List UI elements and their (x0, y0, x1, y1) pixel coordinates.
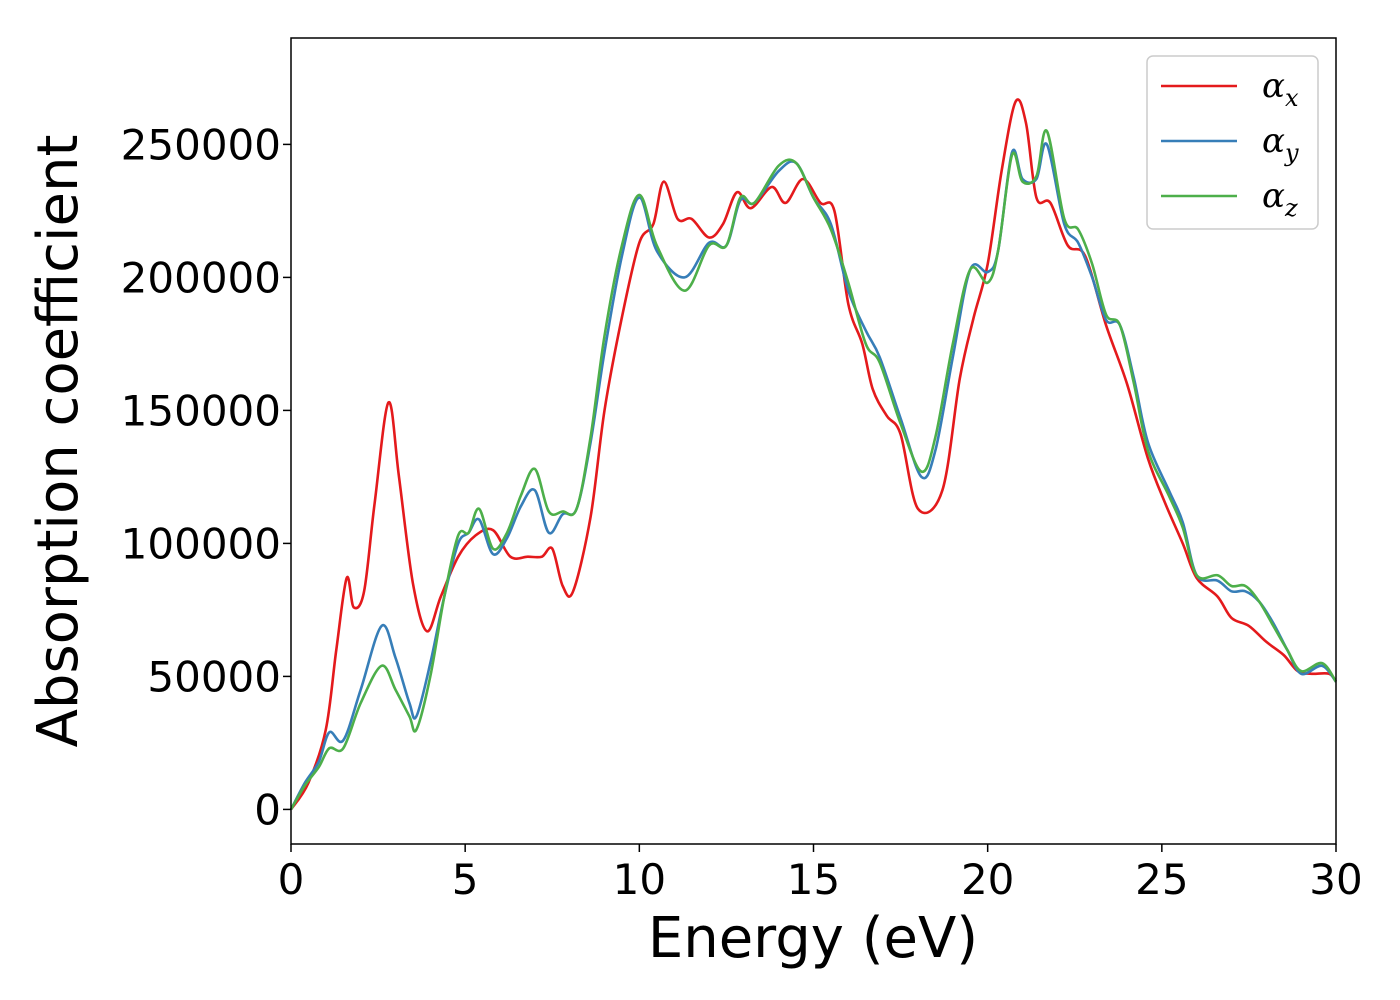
y-axis-label: Absorption coefficient (26, 135, 91, 748)
legend-box (1146, 55, 1319, 230)
series-line-x (289, 98, 1338, 811)
y-tick-label: 0 (254, 785, 281, 834)
y-tick-label: 100000 (121, 519, 281, 568)
x-tick-label: 20 (961, 855, 1014, 904)
x-tick-label: 5 (452, 855, 479, 904)
series-layer (289, 98, 1338, 811)
x-axis-label: Energy (eV) (648, 906, 978, 971)
x-axis-ticks: 0 5 10 15 20 25 30 (278, 844, 1363, 904)
x-tick-label: 0 (278, 855, 305, 904)
x-tick-label: 15 (787, 855, 840, 904)
series-line-y (289, 142, 1338, 811)
y-tick-label: 50000 (147, 652, 281, 701)
series-line-z (289, 129, 1338, 811)
y-tick-label: 200000 (121, 253, 281, 302)
y-axis-ticks: 0 50000 100000 150000 200000 250000 (121, 120, 291, 834)
x-tick-label: 10 (613, 855, 666, 904)
y-tick-label: 250000 (121, 120, 281, 169)
x-tick-label: 30 (1309, 855, 1362, 904)
y-tick-label: 150000 (121, 386, 281, 435)
x-tick-label: 25 (1135, 855, 1188, 904)
